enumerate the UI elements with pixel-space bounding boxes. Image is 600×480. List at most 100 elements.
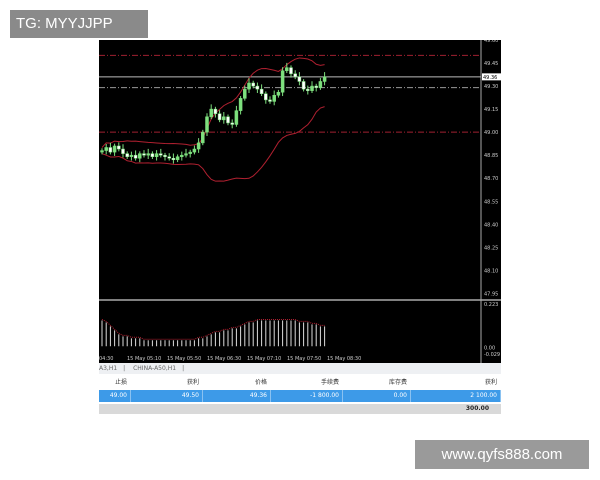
candle — [310, 85, 314, 91]
indicator-tick-label: 0.223 — [484, 302, 498, 308]
y-tick-label: 49.15 — [484, 107, 498, 113]
candle — [306, 88, 310, 91]
candle — [238, 98, 243, 111]
candle — [264, 93, 268, 101]
candle — [222, 116, 226, 121]
candle — [297, 76, 302, 82]
candle — [234, 110, 239, 125]
y-tick-label: 47.95 — [484, 291, 498, 297]
cell-3: -1 800.00 — [271, 390, 343, 402]
cell-4: 0.00 — [343, 390, 411, 402]
y-tick-label: 48.40 — [484, 222, 498, 228]
candle — [247, 82, 251, 90]
current-price-label: 49.36 — [483, 75, 497, 81]
candle — [171, 158, 176, 161]
candle — [209, 108, 213, 118]
y-tick-label: 48.70 — [484, 176, 498, 182]
x-tick-label: 15 May 06:30 — [207, 356, 241, 362]
candle — [192, 148, 197, 153]
tab-china-a50[interactable]: CHINA-A50,H1 — [133, 365, 177, 372]
cell-5: 2 100.00 — [411, 390, 501, 402]
tab-a3[interactable]: A3,H1 — [99, 365, 118, 372]
candle — [314, 85, 318, 88]
candle — [104, 147, 108, 151]
candle — [146, 153, 150, 156]
candle — [175, 156, 180, 161]
y-tick-label: 49.60 — [484, 40, 498, 44]
candle — [167, 156, 171, 159]
indicator-tick-label: 0.00 — [484, 345, 495, 351]
candle — [285, 67, 289, 71]
candle — [117, 145, 121, 150]
x-tick-label: 15 May 07:10 — [247, 356, 281, 362]
watermark-site: www.qyfs888.com — [415, 440, 589, 469]
indicator-tick-label: -0.029 — [484, 352, 500, 358]
candle — [180, 154, 184, 157]
candle — [159, 153, 163, 156]
y-tick-label: 49.30 — [484, 84, 498, 90]
cell-2: 49.36 — [203, 390, 271, 402]
candle — [138, 153, 142, 159]
y-tick-label: 49.00 — [484, 130, 498, 136]
y-tick-label: 48.55 — [484, 199, 498, 205]
y-tick-label: 48.10 — [484, 268, 498, 274]
header-2: 价格 — [203, 377, 271, 389]
bollinger-lower — [101, 106, 325, 182]
current-price-box — [482, 73, 501, 81]
header-0: 止损 — [99, 377, 131, 389]
candle — [121, 148, 125, 154]
candle — [268, 99, 272, 102]
candle — [196, 142, 201, 150]
candle — [125, 153, 129, 157]
candle — [289, 67, 293, 75]
total-row: 300.00 — [99, 404, 501, 414]
cell-1: 49.50 — [131, 390, 203, 402]
candle — [226, 116, 230, 124]
candle — [150, 153, 155, 157]
candle — [213, 108, 218, 114]
total-profit: 300.00 — [465, 405, 489, 412]
candle — [276, 91, 281, 96]
candle — [301, 81, 306, 90]
candle — [251, 82, 255, 87]
chart-tabs: A3,H1 | CHINA-A50,H1 | — [99, 363, 501, 374]
x-tick-label: 15 May 07:50 — [287, 356, 321, 362]
candle — [108, 147, 113, 153]
candle — [133, 154, 138, 159]
candle — [163, 154, 167, 157]
candle — [129, 154, 134, 157]
candle — [318, 81, 323, 88]
candle — [184, 153, 188, 156]
y-tick-label: 49.45 — [484, 61, 498, 67]
candle — [201, 131, 205, 144]
x-tick-label: 15 May 08:30 — [327, 356, 361, 362]
candle — [100, 150, 104, 153]
candle — [142, 153, 146, 156]
trade-table-header: 止损 获利 价格 手续费 库存费 获利 — [99, 377, 501, 389]
candle — [112, 145, 117, 153]
x-tick-label: 04:30 — [99, 356, 113, 362]
trade-row[interactable]: 49.00 49.50 49.36 -1 800.00 0.00 2 100.00 — [99, 390, 501, 402]
header-1: 获利 — [131, 377, 203, 389]
bollinger-upper — [101, 57, 325, 148]
candle — [272, 95, 276, 102]
candle — [154, 153, 159, 157]
candle — [205, 116, 209, 133]
x-tick-label: 15 May 05:10 — [127, 356, 161, 362]
y-tick-label: 48.85 — [484, 153, 498, 159]
price-chart[interactable]: 49.60 49.45 49.30 49.15 49.00 48.85 48.70 48.55… — [99, 40, 501, 363]
candle — [217, 113, 222, 121]
header-3: 手续费 — [271, 377, 343, 389]
y-tick-label: 48.25 — [484, 245, 498, 251]
candle — [322, 76, 327, 82]
candle — [255, 85, 260, 90]
watermark-telegram: TG: MYYJJPP — [10, 10, 148, 38]
candle — [259, 88, 264, 94]
candle — [188, 151, 192, 154]
candle — [293, 73, 297, 78]
signal-line — [101, 318, 325, 340]
candle — [243, 88, 247, 99]
header-4: 库存费 — [343, 377, 411, 389]
header-5: 获利 — [411, 377, 501, 389]
x-tick-label: 15 May 05:50 — [167, 356, 201, 362]
